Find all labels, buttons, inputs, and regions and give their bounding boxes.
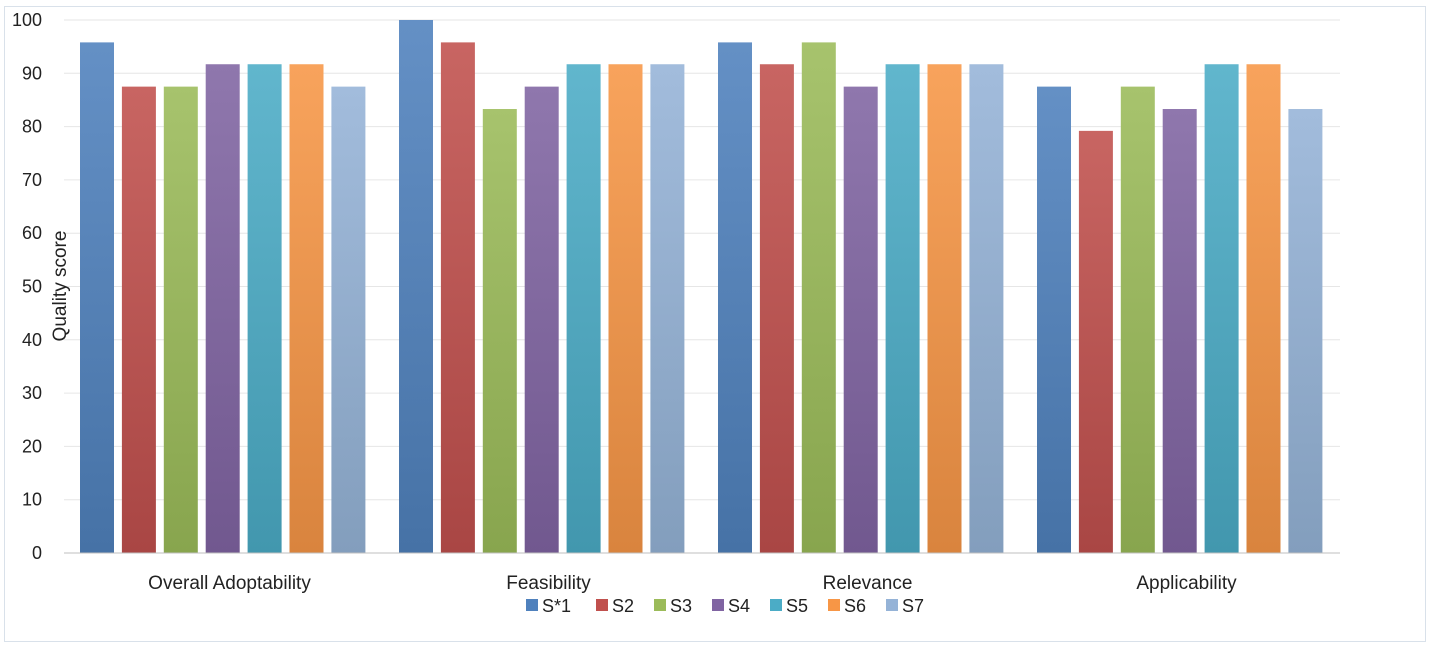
bar-s4: [1162, 109, 1197, 554]
bar-s2: [440, 42, 475, 554]
y-tick-label: 10: [22, 490, 42, 510]
bar-s1: [718, 42, 752, 554]
legend-swatch: [770, 599, 782, 611]
y-tick-label: 50: [22, 277, 42, 297]
legend-label: S*1: [542, 596, 571, 616]
legend-swatch: [596, 599, 608, 611]
x-category-label: Overall Adoptability: [148, 573, 311, 594]
bar-s4: [205, 64, 240, 553]
legend-item: S3: [654, 596, 692, 616]
y-tick-label: 100: [12, 10, 42, 30]
bar-s7: [969, 64, 1004, 553]
y-tick-label: 0: [32, 543, 42, 563]
y-axis-ticks: 0 10 20 30 40 50 60 70 80 90 100: [12, 10, 42, 563]
legend-item: S4: [712, 596, 750, 616]
legend-label: S5: [786, 596, 808, 616]
bar-s7: [650, 64, 685, 553]
legend-swatch: [828, 599, 840, 611]
y-tick-label: 30: [22, 383, 42, 403]
bar-s1: [1037, 86, 1071, 553]
bar-s6: [608, 64, 643, 553]
y-tick-label: 80: [22, 117, 42, 137]
bar-s6: [1246, 64, 1281, 553]
y-tick-label: 70: [22, 170, 42, 190]
legend-label: S7: [902, 596, 924, 616]
bar-s3: [1120, 86, 1155, 553]
bars: [80, 20, 1323, 554]
legend: S*1 S2 S3 S4 S5 S6 S7: [526, 596, 924, 616]
x-axis-categories: Overall Adoptability Feasibility Relevance…: [148, 573, 1237, 594]
bar-s2: [121, 86, 156, 553]
bar-s7: [331, 86, 366, 553]
legend-swatch: [526, 599, 538, 611]
bar-s3: [163, 86, 198, 553]
bar-s3: [482, 109, 517, 554]
legend-item: S2: [596, 596, 634, 616]
bar-s5: [885, 64, 920, 553]
x-category-label: Feasibility: [506, 573, 591, 594]
legend-swatch: [654, 599, 666, 611]
y-tick-label: 40: [22, 330, 42, 350]
legend-swatch: [886, 599, 898, 611]
y-tick-label: 90: [22, 63, 42, 83]
bar-s6: [927, 64, 962, 553]
bar-s1: [80, 42, 114, 554]
x-category-label: Relevance: [823, 573, 913, 594]
legend-item: S*1: [526, 596, 571, 616]
bar-s4: [843, 86, 878, 553]
bar-s5: [247, 64, 282, 553]
bar-s1: [399, 20, 433, 553]
legend-label: S6: [844, 596, 866, 616]
legend-swatch: [712, 599, 724, 611]
bar-s6: [289, 64, 324, 553]
y-tick-label: 60: [22, 223, 42, 243]
legend-item: S7: [886, 596, 924, 616]
bar-s2: [759, 64, 794, 553]
bar-s3: [801, 42, 836, 554]
legend-label: S2: [612, 596, 634, 616]
bar-s5: [1204, 64, 1239, 553]
y-axis-title: Quality score: [50, 231, 71, 342]
legend-item: S5: [770, 596, 808, 616]
legend-label: S4: [728, 596, 750, 616]
x-category-label: Applicability: [1136, 573, 1237, 594]
y-tick-label: 20: [22, 436, 42, 456]
bar-s5: [566, 64, 601, 553]
legend-item: S6: [828, 596, 866, 616]
bar-s4: [524, 86, 559, 553]
bar-s2: [1078, 130, 1113, 553]
legend-label: S3: [670, 596, 692, 616]
bar-s7: [1288, 109, 1323, 554]
